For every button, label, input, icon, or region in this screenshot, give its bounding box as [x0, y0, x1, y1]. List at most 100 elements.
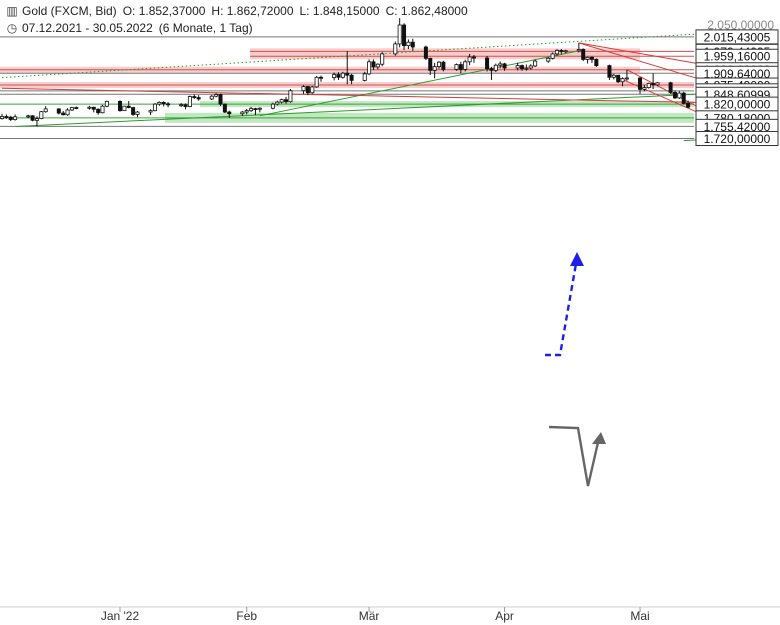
candle-body [454, 64, 459, 70]
scenario-arrow [548, 425, 601, 487]
clock-icon: ◷ [6, 21, 18, 35]
candle-body [471, 56, 476, 59]
level-label-box [695, 131, 779, 147]
candle-body [336, 74, 341, 78]
candle-body [65, 109, 70, 116]
candle-body [152, 103, 157, 112]
y-tick-label: 2.050,00000 [707, 18, 774, 32]
candle-body [332, 74, 337, 79]
candle-body [375, 63, 380, 68]
candle-body [563, 50, 568, 53]
candle-body [576, 49, 581, 52]
candle-body [362, 73, 367, 81]
candle-body [463, 61, 468, 70]
candle-body [397, 24, 402, 45]
candle-body [61, 112, 66, 116]
candle-body [340, 72, 345, 78]
period-header: ◷ 07.12.2021 - 30.05.2022 (6 Monate, 1 Tag… [6, 21, 253, 35]
candle-body [135, 111, 140, 115]
candle-body [380, 53, 385, 65]
x-tick-label: Jan '22 [101, 609, 140, 623]
candle-body [192, 96, 197, 98]
period-label: (6 Monate, 1 Tag) [158, 21, 253, 35]
candle-body [533, 60, 538, 67]
trendline [1, 87, 763, 105]
candle-body [594, 59, 599, 66]
candle-body [161, 102, 166, 105]
candle-body [524, 67, 529, 70]
candle-body [458, 64, 463, 70]
candle-body [646, 83, 651, 89]
candle-body [30, 115, 35, 121]
candle-body [56, 108, 61, 114]
level-labels: 2.015,430051.973,449951.959,160001.920,0… [695, 29, 779, 147]
x-tick-label: Mär [359, 609, 380, 623]
candle-body [305, 86, 310, 94]
candle-body [651, 83, 656, 86]
ohlc-open: O: 1.852,37000 [122, 4, 206, 18]
candle-body [74, 107, 79, 109]
candle-body [345, 72, 350, 76]
level-label: 2.015,43005 [704, 30, 771, 44]
level-label: 1.720,00000 [704, 132, 771, 146]
candle-body [349, 74, 354, 81]
candle-body [620, 78, 625, 83]
candle-body [467, 56, 472, 63]
candle-body [222, 103, 227, 113]
bar-chart-icon: ▥ [6, 4, 18, 18]
candle-body [4, 116, 9, 118]
candle-body [589, 56, 594, 60]
trendline [15, 90, 763, 127]
candle-body [227, 111, 232, 115]
candle-body [616, 74, 621, 83]
forecast-arrow-head [570, 252, 584, 266]
candle-body [104, 100, 109, 107]
ohlc-close: C: 1.862,48000 [385, 4, 468, 18]
candle-body [288, 90, 293, 103]
candle-body [257, 107, 262, 110]
candle-body [131, 107, 136, 115]
x-tick-label: Feb [236, 609, 257, 623]
candle-body [498, 63, 503, 66]
candle-body [528, 65, 533, 69]
candle-body [672, 92, 677, 99]
candle-body [8, 116, 13, 121]
level-label: 1.959,16000 [704, 50, 771, 64]
candle-body [393, 43, 398, 55]
candle-body [410, 41, 415, 48]
ohlc-low: L: 1.848,15000 [299, 4, 380, 18]
candle-body [638, 77, 643, 90]
candle-body [126, 105, 131, 108]
candle-body [187, 96, 192, 107]
candle-body [624, 77, 629, 80]
candle-body [100, 105, 105, 114]
candle-body [655, 82, 660, 86]
candle-body [546, 57, 551, 62]
forecast-arrow-up [545, 257, 579, 357]
candle-body [581, 49, 586, 60]
trendline [259, 50, 579, 117]
candle-body [485, 57, 490, 70]
candle-body [406, 41, 411, 47]
candle-body [214, 94, 219, 97]
level-label: 1.820,00000 [704, 98, 771, 112]
candle-body [87, 106, 92, 109]
candle-body [179, 104, 184, 107]
candle-body [642, 87, 647, 90]
candle-body [249, 108, 254, 112]
candle-body [196, 97, 201, 100]
candle-body [34, 118, 39, 121]
candle-body [502, 63, 507, 69]
candle-body [428, 57, 433, 71]
candle-body [69, 107, 74, 111]
scenario-arrow-head [592, 432, 606, 444]
candle-body [218, 94, 223, 105]
candle-body [681, 92, 686, 104]
candle-body [26, 115, 31, 118]
candle-body [310, 86, 315, 94]
candle-body [668, 82, 673, 93]
candle-body [157, 102, 162, 105]
candle-body [493, 64, 498, 71]
candle-body [371, 61, 376, 68]
